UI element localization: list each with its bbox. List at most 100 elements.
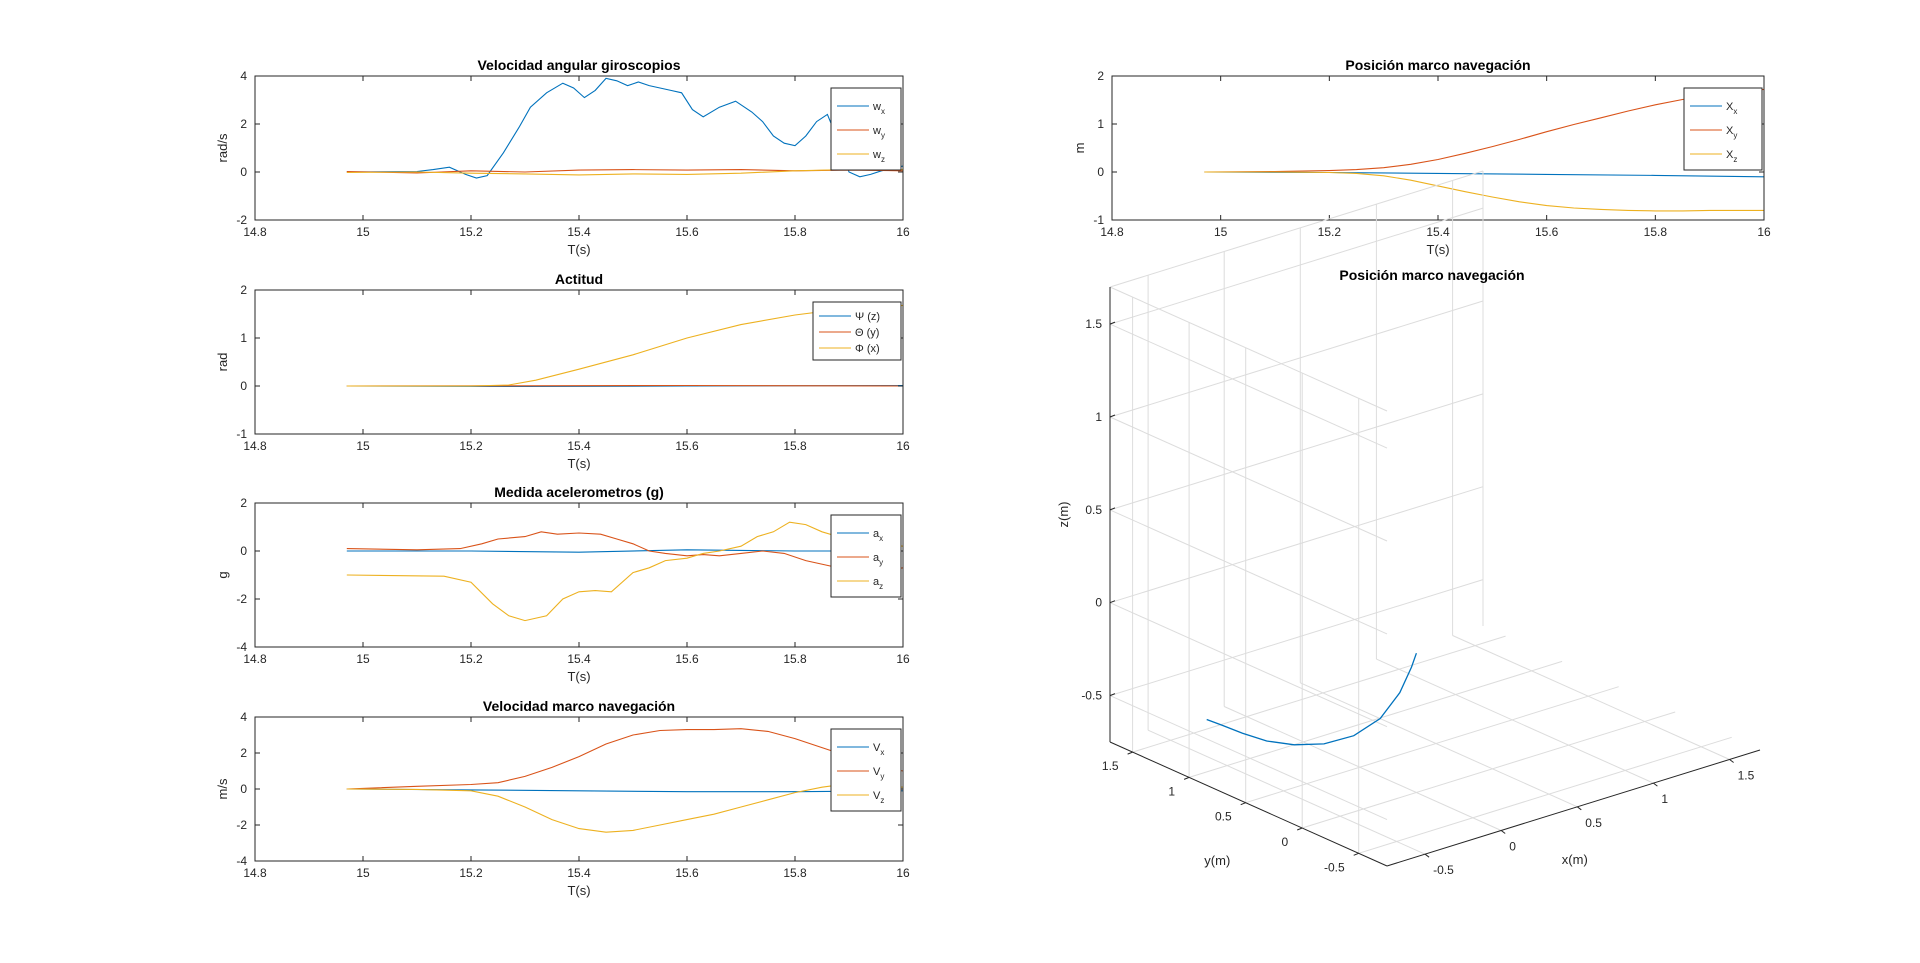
series-line-Xy bbox=[1204, 88, 1764, 173]
y-tick-label: -1 bbox=[1093, 213, 1104, 227]
axes-box bbox=[1111, 75, 1765, 221]
y-tick-label: 0 bbox=[240, 782, 247, 796]
grid-line bbox=[1109, 602, 1388, 728]
legend-entry-subscript: z bbox=[1733, 155, 1737, 164]
y-tick-label: -0.5 bbox=[1324, 860, 1345, 874]
series-line-wz bbox=[346, 169, 903, 176]
x-tick-label: 15.6 bbox=[675, 866, 699, 880]
trajectory-line bbox=[1206, 652, 1418, 746]
y-tick-label: 2 bbox=[240, 283, 247, 297]
y-tick-label: 1 bbox=[1097, 117, 1104, 131]
y-tick-label: 4 bbox=[240, 69, 247, 83]
y-tick-label: 2 bbox=[1097, 69, 1104, 83]
legend-entry-subscript: x bbox=[880, 748, 884, 757]
series-line-ay bbox=[346, 531, 903, 574]
x-tick-label: 15.4 bbox=[567, 866, 591, 880]
z-tick-label: 0.5 bbox=[1085, 503, 1102, 517]
y-axis-label: rad bbox=[215, 353, 230, 372]
z-tick-label: 0 bbox=[1095, 596, 1102, 610]
y-tick bbox=[1240, 802, 1246, 806]
y-tick-label: -1 bbox=[236, 427, 247, 441]
x-axis-label: T(s) bbox=[567, 456, 590, 471]
chart-title: Medida acelerometros (g) bbox=[494, 484, 664, 500]
grid-line bbox=[1109, 170, 1484, 288]
x-tick-label: 15.6 bbox=[675, 225, 699, 239]
grid-line bbox=[1223, 706, 1502, 831]
legend-entry-name: Θ (y) bbox=[855, 327, 879, 339]
series-group bbox=[1204, 88, 1764, 212]
grid-line bbox=[1376, 658, 1654, 784]
series-line-Xz bbox=[1204, 171, 1764, 212]
legend-entry-label: ay bbox=[873, 552, 883, 567]
y-tick-label: -2 bbox=[236, 213, 247, 227]
legend-entry-label: wy bbox=[872, 125, 885, 140]
x-tick-label: 15.4 bbox=[1426, 225, 1450, 239]
legend-entry-subscript: y bbox=[880, 772, 884, 781]
x-tick-label: 15 bbox=[356, 439, 370, 453]
x-tick-label: 15.2 bbox=[459, 652, 483, 666]
grid-line bbox=[1109, 286, 1388, 412]
y-tick bbox=[1183, 776, 1190, 780]
x-tick-label: 15.2 bbox=[459, 866, 483, 880]
x-tick-label: 15.6 bbox=[675, 652, 699, 666]
y-tick-label: 0 bbox=[240, 544, 247, 558]
x-tick-label: 14.8 bbox=[243, 225, 267, 239]
chart-accel: Medida acelerometros (g) 14.8 15 15.2 15.4 15… bbox=[215, 484, 910, 684]
y-axis-label: rad/s bbox=[215, 133, 230, 162]
legend-entry-name: a bbox=[873, 528, 880, 540]
x-tick-label: 16 bbox=[896, 439, 910, 453]
x-tick-label: 15.4 bbox=[567, 439, 591, 453]
x-tick-label: 15 bbox=[356, 866, 370, 880]
grid-line bbox=[1109, 207, 1484, 325]
x-tick bbox=[1577, 806, 1582, 811]
legend-entry-name: w bbox=[872, 125, 881, 137]
x-tick-label: 15 bbox=[1214, 225, 1228, 239]
chart-title: Velocidad angular giroscopios bbox=[477, 57, 680, 73]
x-tick-label: 15 bbox=[356, 225, 370, 239]
y-tick-label: 1.5 bbox=[1102, 759, 1119, 773]
axes-box bbox=[254, 289, 904, 435]
legend-entry-subscript: x bbox=[1733, 107, 1737, 116]
legend-entry-name: V bbox=[873, 766, 881, 778]
legend-entry-name: X bbox=[1726, 149, 1734, 161]
z-tick bbox=[1109, 321, 1116, 325]
y-tick-label: 0 bbox=[240, 165, 247, 179]
legend: Ψ (z) Θ (y) Φ (x) bbox=[812, 301, 902, 361]
legend-entry-label: Xy bbox=[1726, 125, 1737, 140]
x-axis-label: T(s) bbox=[1426, 242, 1449, 257]
y-tick-label: -2 bbox=[236, 818, 247, 832]
series-line-Vy bbox=[346, 728, 903, 790]
y-tick-label: 0 bbox=[1097, 165, 1104, 179]
x-axis-label: T(s) bbox=[567, 883, 590, 898]
grid-line bbox=[1109, 579, 1484, 697]
series-line-Vz bbox=[346, 783, 903, 833]
x-axis-line bbox=[1386, 749, 1761, 867]
legend-entry-label: wz bbox=[872, 149, 885, 164]
x-tick-label: 15 bbox=[356, 652, 370, 666]
legend-entry-subscript: z bbox=[879, 582, 883, 591]
x-tick bbox=[1653, 782, 1658, 787]
grid-line bbox=[1147, 729, 1426, 855]
x-tick-label: -0.5 bbox=[1433, 863, 1454, 877]
series-line-az bbox=[346, 521, 903, 622]
grid-line bbox=[1452, 635, 1730, 760]
y-axis-label: g bbox=[215, 571, 230, 578]
legend-entry-name: w bbox=[872, 149, 881, 161]
x-axis-label: T(s) bbox=[567, 242, 590, 257]
series-line-Xx bbox=[1204, 171, 1764, 178]
x-tick bbox=[1500, 830, 1506, 834]
y-tick-label: 0.5 bbox=[1215, 810, 1232, 824]
y-tick-label: 4 bbox=[240, 710, 247, 724]
x-tick-label: 15.8 bbox=[783, 439, 807, 453]
chart-title: Posición marco navegación bbox=[1345, 57, 1530, 73]
x-axis-label: x(m) bbox=[1562, 852, 1588, 867]
grid-line bbox=[1300, 682, 1578, 808]
y-tick-label: 2 bbox=[240, 496, 247, 510]
y-axis-label: m/s bbox=[215, 778, 230, 799]
legend-box bbox=[812, 301, 902, 361]
y-tick-label: 0 bbox=[1282, 835, 1289, 849]
